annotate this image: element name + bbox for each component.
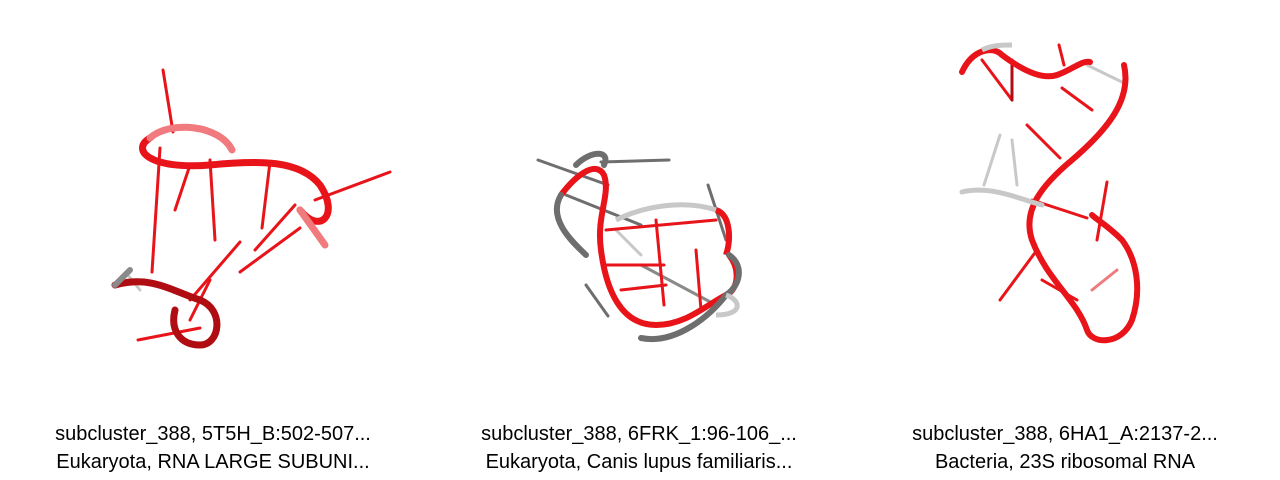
- caption-panel-1: subcluster_388, 5T5H_B:502-507... Eukary…: [0, 420, 426, 476]
- rna-structure-image-3: [959, 42, 1141, 344]
- rna-structure-image-2: [536, 150, 742, 343]
- caption-line-2: Eukaryota, Canis lupus familiaris...: [485, 451, 793, 473]
- caption-panel-2: subcluster_388, 6FRK_1:96-106_... Eukary…: [426, 420, 852, 476]
- caption-line-1: subcluster_388, 6HA1_A:2137-2...: [912, 423, 1218, 445]
- structure-panel-1: subcluster_388, 5T5H_B:502-507... Eukary…: [0, 0, 426, 480]
- caption-panel-3: subcluster_388, 6HA1_A:2137-2... Bacteri…: [852, 420, 1278, 476]
- structure-panel-3: subcluster_388, 6HA1_A:2137-2... Bacteri…: [852, 0, 1278, 480]
- structure-panel-2: subcluster_388, 6FRK_1:96-106_... Eukary…: [426, 0, 852, 480]
- rna-structure-image-1: [111, 68, 392, 349]
- caption-line-1: subcluster_388, 5T5H_B:502-507...: [55, 423, 371, 445]
- caption-line-2: Bacteria, 23S ribosomal RNA: [934, 451, 1196, 473]
- caption-line-1: subcluster_388, 6FRK_1:96-106_...: [481, 423, 797, 445]
- caption-line-2: Eukaryota, RNA LARGE SUBUNI...: [56, 451, 370, 473]
